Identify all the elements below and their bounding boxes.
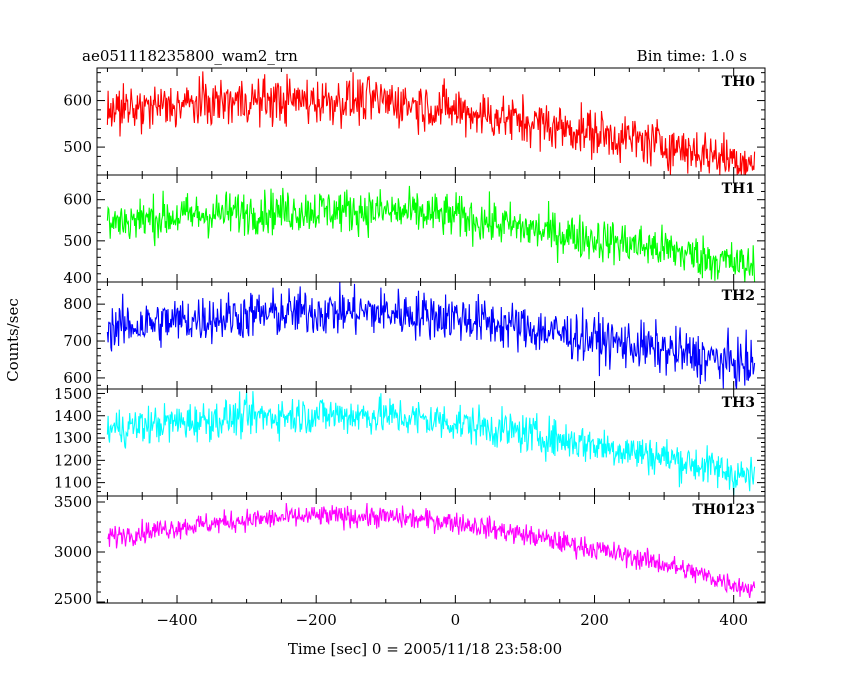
y-tick-label: 1100 [54,474,92,492]
y-axis-title: Counts/sec [4,298,22,382]
panels-group: 500 600 TH0 400 500 600 TH1 600 700 800 TH2 1100 120… [54,67,766,608]
x-tick-label: 0 [451,611,461,629]
series-line-th3 [106,391,756,496]
y-tick-label: 3500 [54,493,92,511]
y-tick-label: 500 [63,138,92,156]
panel-label-th1: TH1 [722,181,755,197]
x-tick-label: −400 [156,611,197,629]
panel-label-th0: TH0 [722,74,756,90]
y-tick-label: 3000 [54,543,92,561]
series-line-th0 [106,71,756,176]
plot-title: ae051118235800_wam2_trn [82,47,298,65]
series-line-th1 [106,185,756,283]
x-tick-label: 400 [719,611,748,629]
y-tick-label: 1200 [54,451,92,469]
panel-frame [96,174,766,283]
y-tick-label: 600 [63,191,92,209]
series-line-th2 [106,281,756,390]
panel-label-th3: TH3 [722,395,755,411]
panel-frame [96,495,766,604]
panel-frame [96,281,766,390]
bin-time-label: Bin time: 1.0 s [637,47,747,65]
y-tick-label: 1300 [54,429,92,447]
y-tick-label: 600 [63,369,92,387]
x-tick-label: −200 [296,611,337,629]
panel-th1: 400 500 600 TH1 [63,174,766,287]
y-tick-label: 400 [63,269,92,287]
x-axis-title: Time [sec] 0 = 2005/11/18 23:58:00 [288,640,562,658]
x-tick-label: 200 [580,611,609,629]
panel-th0123: 2500 3000 3500 TH0123 [54,493,766,608]
panel-frame [96,67,766,176]
y-tick-label: 500 [63,232,92,250]
y-tick-label: 1400 [54,407,92,425]
y-tick-label: 700 [63,332,92,350]
series-line-th0123 [107,502,756,598]
y-tick-label: 600 [63,92,92,110]
panel-label-th2: TH2 [722,288,755,304]
panel-th2: 600 700 800 TH2 [63,281,766,390]
panel-frame [96,388,766,497]
x-axis: −400 −200 0 200 400 [156,611,748,629]
y-tick-label: 800 [63,295,92,313]
panel-th3: 1100 1200 1300 1400 1500 TH3 [54,385,766,497]
y-tick-label: 2500 [54,590,92,608]
panel-th0: 500 600 TH0 [63,67,766,176]
panel-label-th0123: TH0123 [692,502,755,518]
y-tick-label: 1500 [54,385,92,403]
